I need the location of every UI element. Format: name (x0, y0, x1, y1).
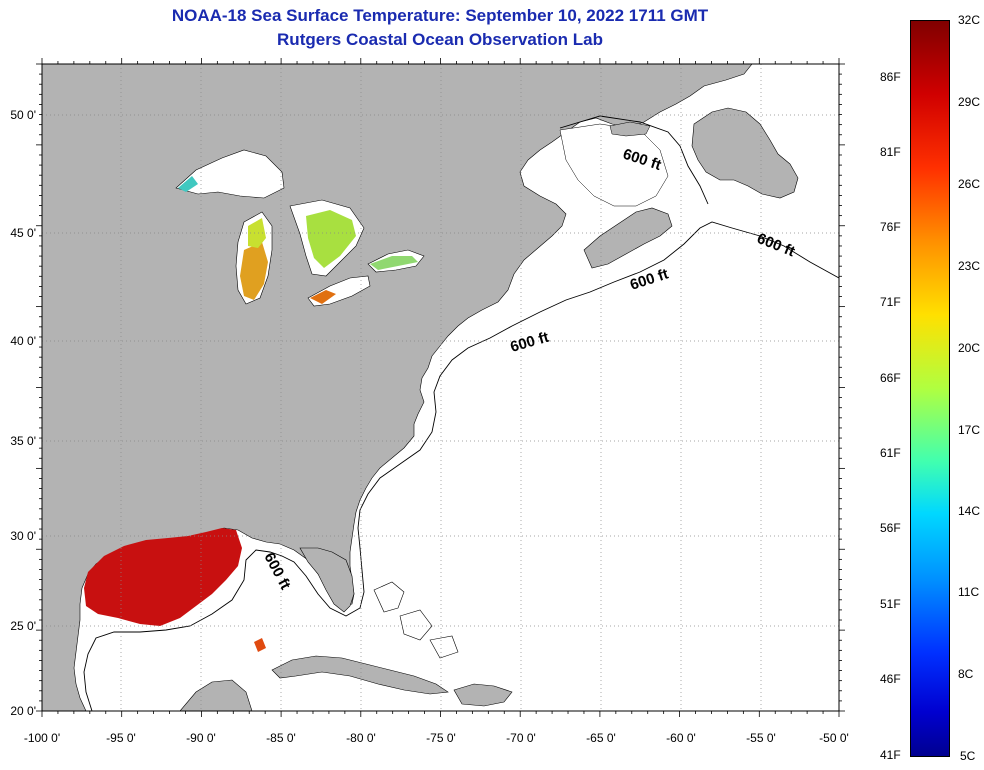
sst-gulf-of-mexico (84, 528, 242, 626)
colorbar-fahrenheit-label: 71F (880, 295, 901, 309)
colorbar-fahrenheit-label: 56F (880, 521, 901, 535)
map-title: NOAA-18 Sea Surface Temperature: Septemb… (171, 6, 709, 25)
sst-lake-superior (178, 176, 198, 192)
lon-label: -55 0' (746, 731, 776, 745)
sst-lake-ontario (370, 256, 418, 270)
depth-contour-line (83, 221, 839, 711)
sst-lake-michigan-north (248, 218, 266, 248)
colorbar-fahrenheit-label: 46F (880, 672, 901, 686)
land-florida (299, 547, 355, 613)
axis-ticks (36, 58, 845, 717)
colorbar-celsius-label: 11C (958, 585, 980, 599)
graticule (42, 64, 839, 711)
colorbar-fahrenheit-label: 41F (880, 748, 901, 762)
lon-label: -85 0' (266, 731, 296, 745)
colorbar-celsius-label: 32C (958, 13, 981, 27)
longitude-axis: -100 0' -95 0' -90 0' -85 0' -80 0' -75 … (24, 731, 849, 745)
colorbar-celsius-label: 23C (958, 259, 981, 273)
colorbar-celsius-label: 26C (958, 177, 981, 191)
lon-label: -70 0' (506, 731, 536, 745)
lon-label: -90 0' (186, 731, 216, 745)
lon-label: -100 0' (24, 731, 60, 745)
colorbar-fahrenheit-label: 66F (880, 371, 901, 385)
land-yucatan (179, 679, 253, 711)
bahamas-banks (373, 581, 459, 659)
sst-lake-michigan (240, 242, 268, 300)
land-newfoundland (691, 107, 799, 199)
land-hispaniola (453, 683, 513, 707)
depth-contour-northeast (559, 115, 709, 205)
colorbar-fahrenheit-label: 86F (880, 70, 901, 84)
lake-superior (175, 149, 285, 199)
colorbar-celsius-label: 17C (958, 423, 981, 437)
sst-lake-erie (310, 290, 336, 304)
land-cuba (271, 655, 449, 695)
lon-label: -95 0' (106, 731, 136, 745)
sst-lake-huron (306, 210, 356, 268)
lon-label: -60 0' (666, 731, 696, 745)
lat-label: 45 0' (10, 226, 36, 240)
colorbar-fahrenheit-label: 76F (880, 220, 901, 234)
colorbar-fahrenheit-label: 51F (880, 597, 901, 611)
lat-label: 25 0' (10, 619, 36, 633)
lat-label: 35 0' (10, 434, 36, 448)
lon-label: -75 0' (426, 731, 456, 745)
lat-label: 50 0' (10, 108, 36, 122)
lon-label: -65 0' (586, 731, 616, 745)
colorbar-celsius-label: 5C (960, 749, 976, 763)
lon-label: -50 0' (819, 731, 849, 745)
colorbar-celsius-label: 8C (958, 667, 974, 681)
latitude-axis: 50 0' 45 0' 40 0' 35 0' 30 0' 25 0' 20 0… (10, 108, 36, 718)
land-anticosti (609, 121, 651, 137)
colorbar-celsius-label: 29C (958, 95, 981, 109)
temperature-colorbar (910, 20, 950, 757)
lat-label: 20 0' (10, 704, 36, 718)
lat-label: 30 0' (10, 529, 36, 543)
colorbar-celsius-label: 14C (958, 504, 981, 518)
lat-label: 40 0' (10, 334, 36, 348)
colorbar-celsius-label: 20C (958, 341, 981, 355)
lon-label: -80 0' (346, 731, 376, 745)
map-subtitle: Rutgers Coastal Ocean Observation Lab (277, 30, 603, 49)
colorbar-fahrenheit-label: 61F (880, 446, 901, 460)
colorbar-fahrenheit-label: 81F (880, 145, 901, 159)
land-nova-scotia (583, 207, 673, 269)
sst-gulf-patch (254, 638, 266, 652)
